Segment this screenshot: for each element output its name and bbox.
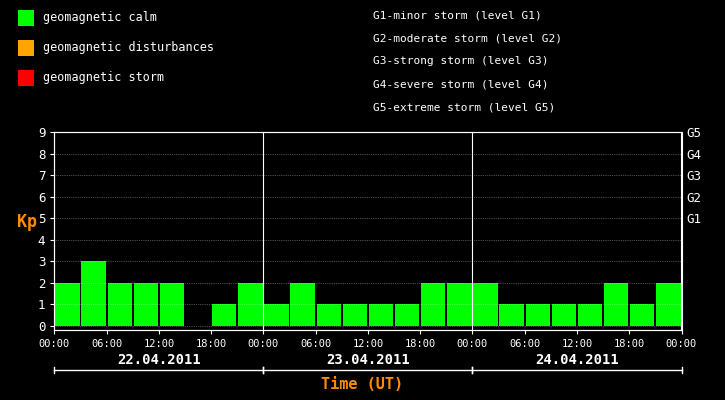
- Bar: [291, 283, 315, 326]
- Bar: [133, 283, 158, 326]
- Text: 22.04.2011: 22.04.2011: [117, 353, 201, 367]
- Bar: [578, 304, 602, 326]
- Bar: [81, 261, 106, 326]
- Text: G5-extreme storm (level G5): G5-extreme storm (level G5): [373, 103, 555, 113]
- Bar: [421, 283, 445, 326]
- Bar: [238, 283, 262, 326]
- Bar: [552, 304, 576, 326]
- Bar: [343, 304, 367, 326]
- Bar: [447, 283, 471, 326]
- Bar: [55, 283, 80, 326]
- Text: G3-strong storm (level G3): G3-strong storm (level G3): [373, 56, 549, 66]
- Y-axis label: Kp: Kp: [17, 213, 37, 231]
- Bar: [500, 304, 524, 326]
- Bar: [369, 304, 393, 326]
- Text: geomagnetic disturbances: geomagnetic disturbances: [43, 42, 214, 54]
- Bar: [395, 304, 419, 326]
- Bar: [212, 304, 236, 326]
- Bar: [656, 283, 681, 326]
- Bar: [604, 283, 629, 326]
- Bar: [317, 304, 341, 326]
- Bar: [630, 304, 655, 326]
- Bar: [526, 304, 550, 326]
- Text: Time (UT): Time (UT): [321, 377, 404, 392]
- Text: 23.04.2011: 23.04.2011: [326, 353, 410, 367]
- Bar: [160, 283, 184, 326]
- Text: geomagnetic storm: geomagnetic storm: [43, 72, 164, 84]
- Bar: [265, 304, 289, 326]
- Text: 24.04.2011: 24.04.2011: [535, 353, 619, 367]
- Text: G1-minor storm (level G1): G1-minor storm (level G1): [373, 10, 542, 20]
- Text: geomagnetic calm: geomagnetic calm: [43, 12, 157, 24]
- Text: G2-moderate storm (level G2): G2-moderate storm (level G2): [373, 33, 563, 43]
- Bar: [473, 283, 498, 326]
- Bar: [107, 283, 132, 326]
- Text: G4-severe storm (level G4): G4-severe storm (level G4): [373, 80, 549, 90]
- Bar: [682, 304, 707, 326]
